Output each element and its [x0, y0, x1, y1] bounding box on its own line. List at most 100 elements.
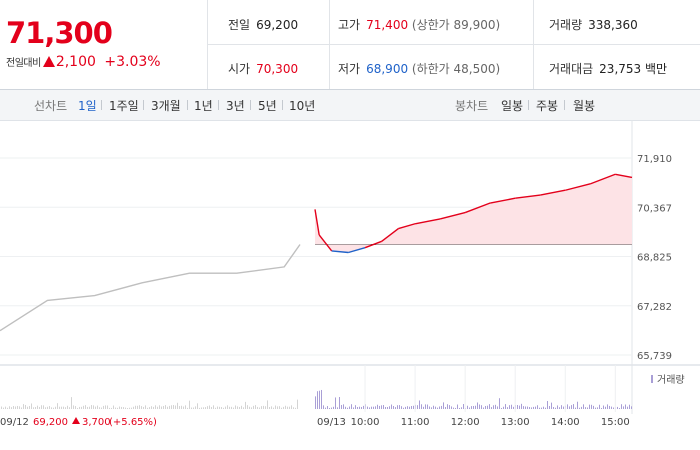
prev-volume-bar: [29, 405, 30, 409]
today-volume-bar: [511, 404, 512, 409]
today-volume-bar: [555, 407, 556, 409]
x-tick-label: 10:00: [351, 417, 380, 428]
today-volume-bar: [567, 404, 568, 409]
today-volume-bar: [583, 404, 584, 409]
prev-volume-bar: [175, 405, 176, 409]
prev-volume-bar: [191, 407, 192, 409]
tab-weekly-candle[interactable]: 주봉: [536, 99, 559, 113]
prev-volume-bar: [139, 405, 140, 409]
tab-1week[interactable]: 1주일: [109, 99, 139, 113]
prev-volume-bar: [269, 406, 270, 409]
today-volume-bar: [523, 406, 524, 409]
prev-volume-bar: [225, 406, 226, 409]
tab-1day[interactable]: 1일: [78, 99, 97, 113]
change-amount: 2,100: [55, 54, 96, 70]
today-volume-bar: [429, 406, 430, 409]
today-volume-bar: [509, 405, 510, 409]
low-label: 저가: [338, 62, 361, 76]
divider: [143, 100, 144, 110]
today-volume-bar: [329, 407, 330, 409]
prev-volume-bar: [199, 407, 200, 409]
today-volume-bar: [557, 405, 558, 409]
today-volume-bar: [607, 404, 608, 409]
current-price-box: 71,300 전일대비 2,100 +3.03%: [0, 0, 208, 89]
today-volume-bar: [477, 402, 478, 409]
prev-volume-bar: [211, 406, 212, 409]
today-volume-bar: [539, 407, 540, 409]
prev-volume-bar: [23, 404, 24, 409]
today-volume-bar: [531, 407, 532, 409]
amount-value: 23,753: [599, 62, 642, 76]
today-volume-bar: [459, 407, 460, 409]
today-volume-bar: [595, 407, 596, 409]
today-line-segment: [439, 211, 466, 220]
line-chart-label: 선차트: [34, 99, 68, 113]
today-line-segment: [364, 240, 382, 249]
prev-volume-bar: [83, 405, 84, 409]
today-volume-bar: [617, 406, 618, 409]
today-volume-bar: [551, 402, 552, 409]
prev-volume-bar: [283, 406, 284, 409]
prev-volume-bar: [149, 407, 150, 409]
prev-volume-bar: [133, 406, 134, 409]
tab-10year[interactable]: 10년: [289, 99, 316, 113]
prev-volume-bar: [231, 406, 232, 409]
y-tick-label: 68,825: [637, 253, 672, 264]
today-volume-bar: [381, 405, 382, 409]
prev-volume-bar: [295, 407, 296, 409]
prev-volume-bar: [177, 402, 178, 409]
today-volume-bar: [461, 407, 462, 409]
prev-volume-bar: [257, 406, 258, 409]
x-tick-label: 13:00: [501, 417, 530, 428]
today-volume-bar: [517, 405, 518, 409]
lower-limit: (하한가 48,500): [411, 62, 501, 76]
price-chart[interactable]: 71,910 70,367 68,825 67,282 65,739 10:00 11:0…: [0, 120, 700, 450]
candle-chart-label: 봉차트: [455, 99, 489, 113]
amount-unit: 백만: [645, 62, 668, 76]
today-volume-bar: [541, 407, 542, 409]
tab-monthly-candle[interactable]: 월봉: [573, 99, 596, 113]
prev-volume-bar: [71, 397, 72, 409]
prev-volume-bar: [17, 405, 18, 409]
today-volume-bar: [553, 407, 554, 409]
prev-volume-bar: [193, 407, 194, 409]
prev-volume-bar: [277, 406, 278, 409]
today-volume-bar: [463, 404, 464, 409]
today-volume-bar: [529, 407, 530, 409]
volume-legend-swatch: [651, 375, 653, 383]
prev-volume-bar: [185, 405, 186, 409]
prev-info-change: 3,700: [82, 417, 111, 428]
today-volume-bar: [351, 404, 352, 409]
quote-summary: 71,300 전일대비 2,100 +3.03% 전일 69,200 고가 71,40…: [0, 0, 700, 90]
tab-5year[interactable]: 5년: [258, 99, 277, 113]
today-volume-bar: [387, 406, 388, 409]
prev-volume-bar: [217, 406, 218, 409]
tab-3month[interactable]: 3개월: [151, 99, 181, 113]
today-volume-bar: [385, 406, 386, 409]
prev-close-value: 69,200: [256, 18, 299, 32]
today-volume-bar: [571, 405, 572, 409]
prev-volume-bar: [57, 403, 58, 409]
prev-volume-bar: [15, 406, 16, 409]
amount-cell: 거래대금 23,753 백만: [549, 60, 667, 77]
prev-info-rate: (+5.65%): [109, 417, 157, 428]
tab-daily-candle[interactable]: 일봉: [501, 99, 524, 113]
prev-volume-bar: [27, 406, 28, 409]
prev-volume-bar: [77, 407, 78, 409]
prev-volume-bar: [85, 405, 86, 409]
today-volume-bar: [369, 407, 370, 409]
today-volume-bar: [411, 406, 412, 409]
prev-volume-bar: [265, 406, 266, 409]
today-volume-bar: [433, 405, 434, 409]
today-volume-bar: [495, 404, 496, 409]
prev-volume-bar: [129, 407, 130, 409]
prev-volume-bar: [251, 407, 252, 409]
tab-3year[interactable]: 3년: [226, 99, 245, 113]
today-volume-bar: [543, 406, 544, 409]
today-volume-bar: [355, 405, 356, 409]
tab-1year[interactable]: 1년: [194, 99, 213, 113]
prev-volume-bar: [115, 407, 116, 409]
today-volume-bar: [401, 406, 402, 409]
high-value: 71,400: [366, 18, 409, 32]
today-volume-bar: [483, 407, 484, 409]
